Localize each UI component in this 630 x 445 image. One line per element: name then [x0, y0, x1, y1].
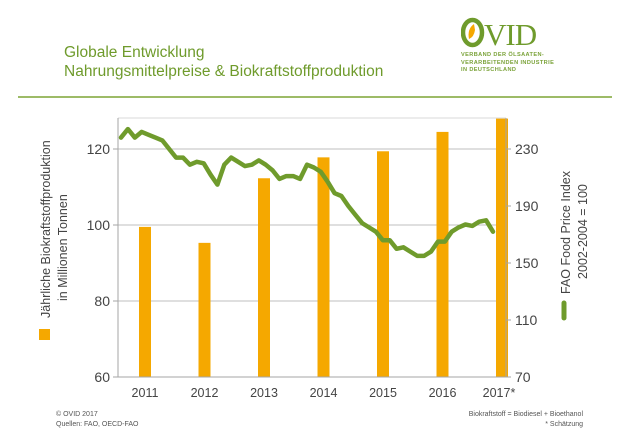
- title-line-2: Nahrungsmittelpreise & Biokraftstoffprod…: [64, 63, 384, 80]
- bar-2013: [258, 178, 270, 377]
- bar-legend-swatch: [39, 329, 50, 340]
- biofuel-definition: Biokraftstoff = Biodiesel + Bioethanol: [468, 411, 583, 418]
- ovid-logo: VID VERBAND DER ÖLSAATEN- VERARBEITENDEN…: [461, 17, 561, 75]
- logo-wordmark: VID: [461, 17, 561, 49]
- left-tick-label-120: 120: [87, 141, 111, 157]
- logo-o-ring: [461, 17, 485, 48]
- right-tick-label-190: 190: [515, 198, 539, 214]
- x-tick-label-2015: 2015: [369, 386, 397, 400]
- footer-right: Biokraftstoff = Biodiesel + Bioethanol *…: [469, 410, 583, 430]
- sources: Quellen: FAO, OECD-FAO: [56, 421, 139, 428]
- bar-2015: [377, 151, 389, 377]
- left-axis-label-line-1: Jährliche Biokraftstoffproduktion: [39, 140, 53, 318]
- logo-sub-line-3: IN DEUTSCHLAND: [461, 67, 517, 73]
- title-line-1: Globale Entwicklung: [64, 44, 205, 61]
- left-tick-label-60: 60: [94, 369, 110, 385]
- x-tick-label-2017*: 2017*: [483, 386, 516, 400]
- right-axis-label-line-1: FAO Food Price Index: [559, 170, 573, 294]
- chart-title: Globale Entwicklung Nahrungsmittelpreise…: [64, 43, 383, 81]
- logo-sub-line-1: VERBAND DER ÖLSAATEN-: [461, 52, 545, 58]
- left-legend: Jährliche Biokraftstoffproduktion in Mil…: [39, 140, 70, 340]
- bar-2017*: [496, 118, 508, 377]
- bar-2016: [436, 131, 449, 377]
- right-axis-label-line-2: 2002-2004 = 100: [576, 184, 590, 279]
- logo-subtitle: VERBAND DER ÖLSAATEN- VERARBEITENDEN IND…: [461, 52, 561, 75]
- food-price-index-line: [118, 126, 496, 259]
- logo-text-vid: VID: [484, 17, 537, 49]
- right-tick-label-150: 150: [515, 255, 539, 271]
- bar-2012: [198, 242, 211, 377]
- x-tick-label-2012: 2012: [191, 386, 219, 400]
- right-tick-label-70: 70: [515, 369, 531, 385]
- x-axis-ticks: 2011 2012 2013 2014 2015 2016 2017*: [132, 386, 516, 400]
- bar-2014: [317, 157, 330, 377]
- x-tick-label-2014: 2014: [310, 386, 338, 400]
- copyright: © OVID 2017: [56, 411, 98, 418]
- logo-sub-line-2: VERARBEITENDEN INDUSTRIE: [461, 59, 555, 66]
- right-axis-ticks: 70 110 150 190 230: [506, 141, 539, 385]
- bar-series: [139, 118, 508, 377]
- header-divider: [18, 96, 612, 98]
- estimate-note: * Schätzung: [545, 421, 583, 428]
- logo-oil-drop-icon: [468, 24, 475, 39]
- left-tick-label-100: 100: [87, 217, 111, 233]
- x-tick-label-2016: 2016: [429, 386, 457, 400]
- left-tick-label-80: 80: [94, 293, 110, 309]
- right-tick-label-110: 110: [515, 312, 538, 328]
- left-axis-label-line-2: in Millionen Tonnen: [56, 194, 70, 301]
- right-tick-label-230: 230: [515, 141, 539, 157]
- axes: [117, 118, 507, 378]
- right-legend: FAO Food Price Index 2002-2004 = 100: [559, 170, 590, 321]
- footer-left: © OVID 2017 Quellen: FAO, OECD-FAO: [56, 410, 138, 430]
- bar-2011: [139, 226, 151, 377]
- left-axis-ticks: 60 80 100 120: [87, 141, 118, 385]
- logo-mark-icon: VID: [461, 17, 538, 49]
- x-tick-label-2013: 2013: [250, 386, 278, 400]
- line-series: [118, 126, 496, 259]
- x-tick-label-2011: 2011: [132, 386, 159, 400]
